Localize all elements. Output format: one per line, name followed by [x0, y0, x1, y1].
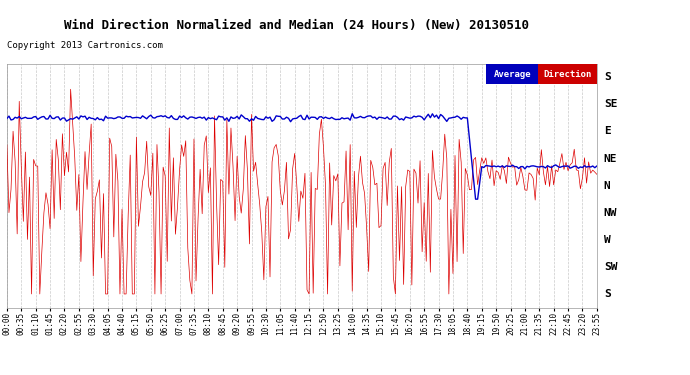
Text: Direction: Direction [543, 69, 592, 78]
Text: SW: SW [604, 262, 618, 272]
Text: NE: NE [604, 153, 618, 164]
Text: S: S [604, 289, 611, 299]
Text: S: S [604, 72, 611, 82]
Text: W: W [604, 235, 611, 245]
Text: N: N [604, 181, 611, 190]
Text: SE: SE [604, 99, 618, 109]
Text: Copyright 2013 Cartronics.com: Copyright 2013 Cartronics.com [7, 41, 163, 50]
Text: Average: Average [493, 69, 531, 78]
Text: E: E [604, 126, 611, 136]
Text: NW: NW [604, 208, 618, 218]
Text: Wind Direction Normalized and Median (24 Hours) (New) 20130510: Wind Direction Normalized and Median (24… [64, 19, 529, 32]
